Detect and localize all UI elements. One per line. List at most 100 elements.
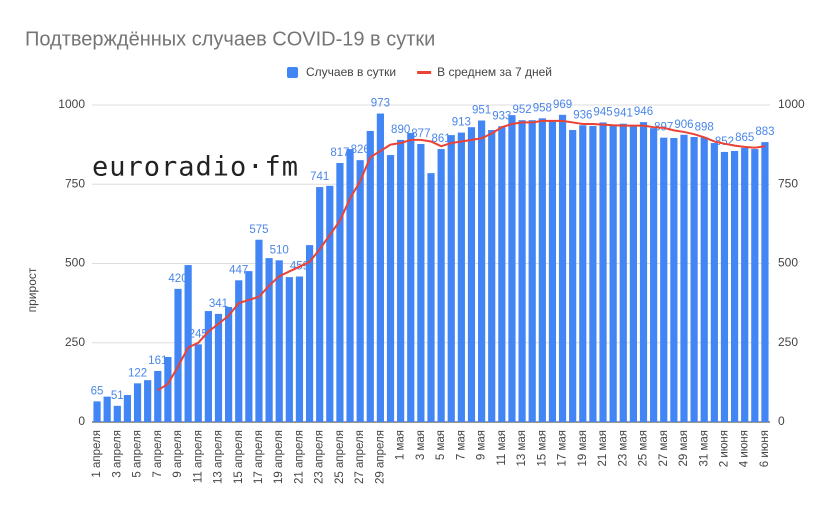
x-tick-label: 25 апреля: [334, 430, 346, 484]
bar: [295, 276, 304, 422]
x-tick-label: 6 июня: [759, 430, 771, 467]
x-tick-label: 25 мая: [638, 430, 650, 467]
bar: [730, 150, 739, 422]
bar: [619, 123, 627, 422]
data-label: 941: [614, 108, 633, 120]
x-tick-label: 9 апреля: [172, 430, 184, 478]
bar: [316, 187, 324, 422]
bar: [397, 139, 405, 422]
data-label: 936: [573, 109, 592, 121]
bar: [103, 396, 111, 422]
bar: [366, 130, 374, 422]
x-tick-label: 3 мая: [415, 430, 427, 460]
data-label: 341: [209, 298, 228, 310]
data-label: 575: [249, 224, 268, 236]
x-tick-label: 2 июня: [718, 430, 730, 467]
data-label: 946: [634, 106, 653, 118]
bar: [164, 357, 172, 422]
y-tick-label: 1000: [58, 97, 85, 111]
bar: [144, 380, 152, 422]
data-label: 958: [533, 102, 552, 114]
x-tick-label: 7 мая: [455, 430, 467, 460]
bar: [214, 313, 223, 422]
y2-tick-label: 500: [778, 256, 798, 270]
data-label: 817: [330, 147, 349, 159]
chart-title: Подтверждённых случаев COVID-19 в сутки: [25, 28, 435, 50]
data-label: 969: [553, 99, 572, 111]
bar: [447, 135, 455, 423]
x-tick-label: 13 апреля: [213, 430, 225, 484]
x-tick-label: 29 мая: [678, 430, 690, 467]
data-label: 951: [472, 105, 491, 117]
x-tick-label: 15 апреля: [233, 430, 245, 484]
data-label: 510: [270, 244, 289, 256]
bar: [245, 271, 253, 422]
bar: [437, 149, 445, 423]
bar: [660, 137, 668, 422]
bar: [154, 370, 162, 422]
bar: [751, 149, 759, 423]
data-label: 865: [735, 132, 754, 144]
bar: [558, 114, 567, 423]
data-label: 65: [91, 385, 104, 397]
legend-label: В среднем за 7 дней: [437, 65, 552, 79]
data-label: 741: [310, 171, 329, 183]
y-tick-label: 0: [78, 414, 85, 428]
data-label: 447: [229, 264, 248, 276]
y-axis-label: прирост: [25, 267, 39, 312]
bar: [356, 160, 364, 422]
bar: [639, 122, 648, 423]
x-tick-label: 4 июня: [739, 430, 751, 467]
x-tick-label: 1 апреля: [91, 430, 103, 478]
bar: [548, 120, 557, 422]
bar: [305, 245, 314, 422]
bar: [235, 280, 243, 422]
x-tick-label: 13 мая: [516, 430, 528, 467]
x-tick-label: 5 мая: [435, 430, 447, 460]
x-tick-label: 19 мая: [577, 430, 589, 467]
bar: [285, 277, 293, 422]
x-tick-label: 17 апреля: [253, 430, 265, 484]
x-tick-label: 23 апреля: [314, 430, 326, 484]
bar: [569, 130, 577, 422]
bar: [720, 151, 729, 422]
bar: [629, 125, 637, 422]
x-tick-label: 27 апреля: [354, 430, 366, 484]
bar: [488, 130, 496, 422]
x-tick-label: 31 мая: [698, 430, 710, 467]
x-tick-label: 11 апреля: [192, 430, 204, 483]
x-tick-label: 1 мая: [395, 430, 407, 460]
bar: [680, 134, 688, 422]
data-label: 973: [371, 98, 390, 110]
bar: [518, 120, 526, 422]
bar: [376, 113, 385, 423]
bar: [417, 143, 425, 422]
bar: [93, 401, 101, 422]
bar: [467, 127, 476, 422]
bar: [650, 128, 658, 423]
x-tick-label: 29 апреля: [374, 430, 386, 484]
bar: [255, 239, 263, 422]
y2-tick-label: 750: [778, 176, 798, 190]
x-tick-label: 7 апреля: [152, 430, 164, 478]
average-line: [157, 119, 766, 392]
legend-swatch: [287, 67, 298, 78]
y-tick-label: 750: [65, 176, 85, 190]
bar: [336, 163, 344, 423]
bar: [528, 120, 536, 422]
x-tick-label: 23 мая: [617, 430, 629, 467]
data-label: 952: [512, 104, 531, 116]
bar: [457, 132, 465, 423]
x-tick-label: 17 мая: [557, 430, 569, 467]
bar: [508, 115, 516, 423]
bar: [609, 125, 617, 422]
data-label: 826: [351, 144, 370, 156]
bar: [599, 122, 607, 422]
bar: [123, 395, 132, 422]
bar: [761, 142, 769, 423]
data-label: 913: [452, 117, 471, 129]
data-label: 51: [111, 390, 124, 402]
y2-tick-label: 1000: [778, 97, 805, 111]
bar: [265, 258, 273, 422]
bar: [407, 132, 415, 422]
